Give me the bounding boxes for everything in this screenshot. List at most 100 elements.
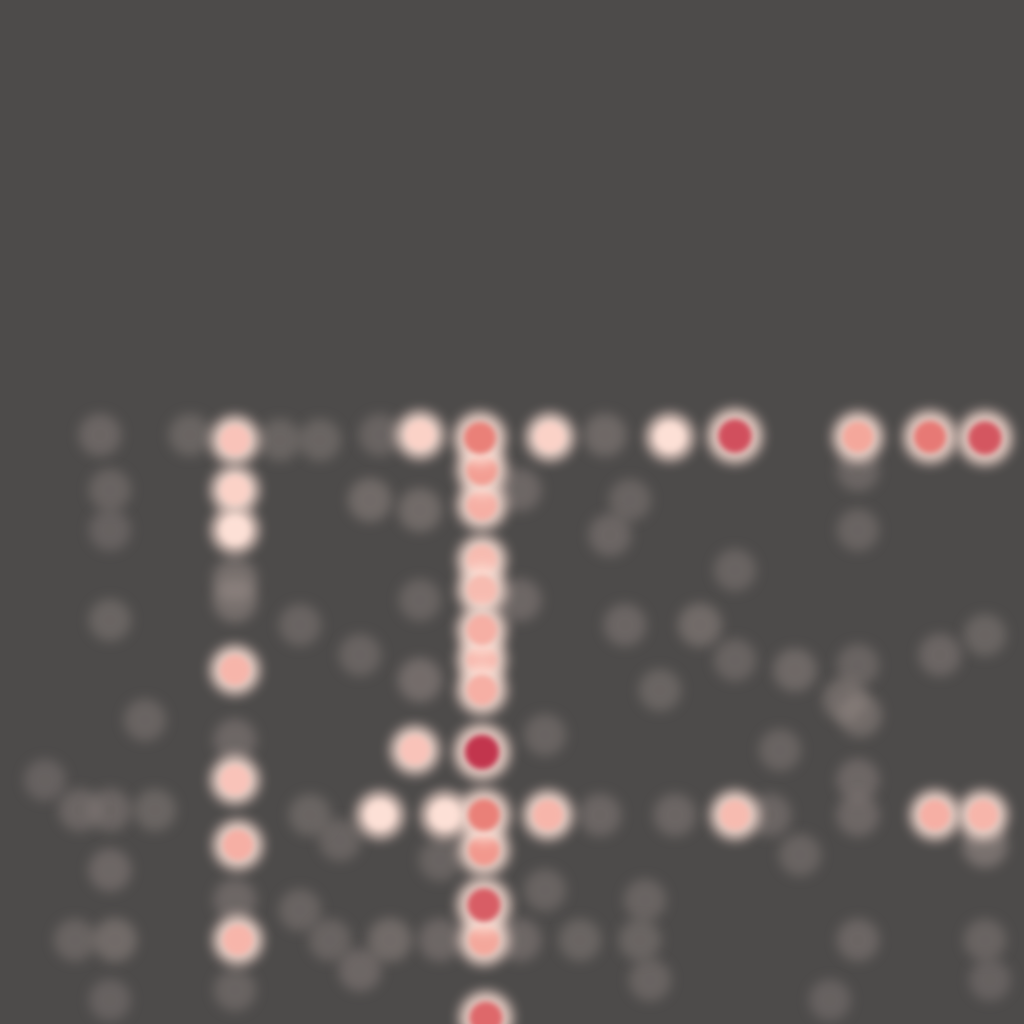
heatmap-cell-halo (778, 833, 822, 877)
heatmap-cell-halo (123, 698, 167, 742)
heatmap-cell-halo (53, 918, 97, 962)
heatmap-cell (468, 834, 500, 866)
heatmap-cell-halo (168, 413, 212, 457)
heatmap-cell-halo (398, 488, 442, 532)
heatmap-cell-halo (78, 413, 122, 457)
heatmap-cell-halo (963, 918, 1007, 962)
heatmap-cell-halo (653, 793, 697, 837)
heatmap-cell (720, 800, 750, 830)
heatmap-cell (466, 674, 498, 706)
heatmap-cell-halo (836, 643, 880, 687)
heatmap-cell-halo (278, 888, 322, 932)
heatmap-cell-halo (678, 603, 722, 647)
heatmap-cell-halo (588, 513, 632, 557)
heatmap-cell (365, 800, 395, 830)
heatmap-cell (968, 421, 1002, 455)
heatmap-cell (655, 422, 685, 452)
heatmap-cell-halo (523, 713, 567, 757)
heatmap-cell (220, 515, 250, 545)
heatmap-cell-halo (258, 418, 302, 462)
heatmap-cell (464, 734, 500, 770)
heatmap-cell (535, 422, 565, 452)
heatmap-cell-halo (397, 657, 443, 703)
heatmap-cell-halo (88, 848, 132, 892)
heatmap-cell (469, 1001, 503, 1024)
heatmap-cell (430, 800, 460, 830)
heatmap-cell (919, 799, 951, 831)
heatmap-cell-halo (838, 693, 882, 737)
heatmap-cell-halo (713, 548, 757, 592)
heatmap-cell-halo (88, 598, 132, 642)
heatmap-cell (842, 421, 874, 453)
heatmap-cell-halo (558, 918, 602, 962)
heatmap-cell-halo (618, 918, 662, 962)
heatmap-cell (913, 420, 947, 454)
heatmap-cell-halo (836, 793, 880, 837)
heatmap-cell-halo (918, 633, 962, 677)
heatmap-cell (220, 655, 250, 685)
heatmap-cell-halo (308, 918, 352, 962)
heatmap-cell (220, 475, 250, 505)
heatmap-cell (220, 425, 250, 455)
heatmap-cell-halo (213, 968, 257, 1012)
heatmap-cell-halo (498, 918, 542, 962)
heatmap-cell (466, 614, 498, 646)
heatmap-cell-halo (608, 478, 652, 522)
heatmap-cell-halo (213, 718, 257, 762)
heatmap-cell-halo (969, 959, 1011, 1001)
heatmap-cell-halo (89, 979, 131, 1021)
heatmap-cell-halo (348, 478, 392, 522)
heatmap-cell-halo (836, 918, 880, 962)
heatmap-cell-halo (963, 613, 1007, 657)
heatmap-cell (467, 888, 501, 922)
heatmap-cell-halo (338, 948, 382, 992)
heatmap-cells (24, 408, 1013, 1024)
heatmap-cell (718, 419, 752, 453)
heatmap-cell-halo (398, 578, 442, 622)
heatmap-cell-halo (748, 793, 792, 837)
heatmap-cell-halo (213, 878, 257, 922)
heatmap-cell-halo (498, 468, 542, 512)
heatmap-cell-halo (498, 578, 542, 622)
heatmap-cell-halo (358, 413, 402, 457)
heatmap-cell (466, 489, 498, 521)
heatmap-cell-halo (288, 793, 332, 837)
heatmap-cell (405, 420, 435, 450)
heatmap-cell-halo (809, 979, 851, 1021)
heatmap-cell (400, 735, 430, 765)
heatmap-cell-halo (836, 758, 880, 802)
heatmap-cell-halo (836, 508, 880, 552)
heatmap-cell-halo (713, 638, 757, 682)
heatmap-cell (467, 575, 497, 605)
heatmap-cell-halo (88, 468, 132, 512)
heatmap-cell-halo (638, 668, 682, 712)
heatmap-cell (220, 765, 250, 795)
heatmap-cell-halo (89, 509, 131, 551)
heatmap-cell (968, 800, 998, 830)
heatmap-cell-halo (133, 788, 177, 832)
heatmap-cell-halo (758, 728, 802, 772)
heatmap-cell (222, 829, 254, 861)
heatmap-cell-halo (212, 577, 258, 623)
heatmap-cell-halo (523, 868, 567, 912)
heatmap-cell-halo (583, 413, 627, 457)
heatmap-cell-halo (773, 648, 817, 692)
heatmap-cell-halo (368, 918, 412, 962)
heatmap-cell-halo (338, 633, 382, 677)
heatmap-cell (468, 924, 500, 956)
heatmap-cell-halo (603, 603, 647, 647)
heatmap-cell (463, 421, 497, 455)
heatmap-cell-halo (24, 759, 66, 801)
heatmap-cell-halo (623, 878, 667, 922)
heatmap-cell-halo (628, 958, 672, 1002)
heatmap-cell-halo (298, 418, 342, 462)
heatmap-cell (223, 925, 253, 955)
heatmap-cell-halo (418, 918, 462, 962)
heatmap-cell-halo (88, 788, 132, 832)
heatmap-cell-halo (418, 838, 462, 882)
heatmap-cell-halo (278, 603, 322, 647)
heatmap-cell-halo (318, 818, 362, 862)
heatmap-cell-halo (578, 793, 622, 837)
